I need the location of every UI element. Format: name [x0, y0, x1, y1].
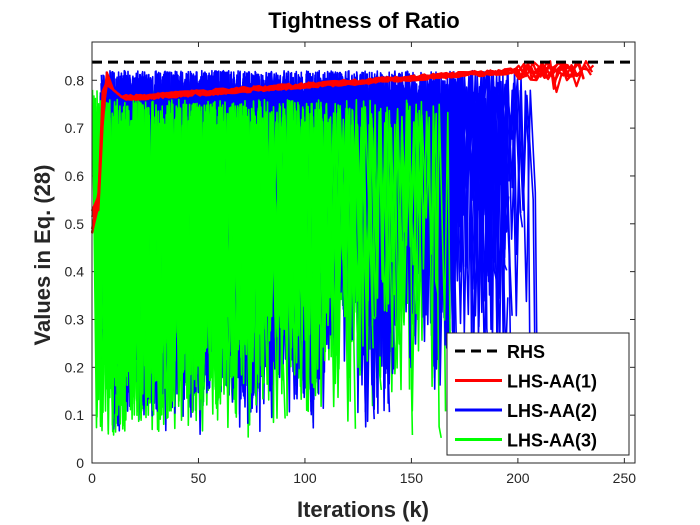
legend: RHS LHS-AA(1) LHS-AA(2) LHS-AA(3): [446, 332, 630, 456]
y-tick-label: 0.4: [65, 264, 85, 280]
y-tick-label: 0.7: [65, 120, 85, 136]
legend-box: [446, 332, 630, 456]
y-tick-label: 0.6: [65, 168, 85, 184]
x-tick-labels: 0 50 100 150 200 250: [88, 470, 636, 486]
x-axis-label: Iterations (k): [297, 497, 429, 522]
legend-entry: RHS: [507, 342, 545, 362]
chart-title: Tightness of Ratio: [268, 8, 460, 33]
series-lhs-aa2-trace: [112, 70, 510, 416]
series-lhs-aa3-trace: [94, 102, 326, 429]
legend-entry: LHS-AA(1): [507, 372, 597, 392]
y-tick-label: 0.5: [65, 216, 85, 232]
y-tick-labels: 0 0.1 0.2 0.3 0.4 0.5 0.6 0.7 0.8: [65, 72, 85, 471]
x-tick-label: 50: [191, 470, 207, 486]
series-lhs-aa1-trace: [90, 60, 582, 212]
y-tick-label: 0.1: [65, 407, 85, 423]
x-tick-label: 250: [613, 470, 637, 486]
x-tick-label: 0: [88, 470, 96, 486]
y-tick-label: 0.8: [65, 72, 85, 88]
series-layer: [90, 60, 635, 439]
series-lhs-aa3-trace: [94, 100, 439, 432]
x-tick-label: 150: [400, 470, 424, 486]
legend-entry: LHS-AA(3): [507, 431, 597, 451]
series-lhs-aa1-trace: [91, 61, 592, 211]
x-tick-label: 100: [293, 470, 317, 486]
x-tick-label: 200: [506, 470, 530, 486]
y-tick-label: 0: [76, 455, 84, 471]
legend-entry: LHS-AA(2): [507, 401, 597, 421]
plot-frame: [91, 41, 636, 464]
y-axis-label: Values in Eq. (28): [30, 165, 55, 346]
y-tick-label: 0.2: [65, 359, 85, 375]
y-tick-label: 0.3: [65, 311, 85, 327]
